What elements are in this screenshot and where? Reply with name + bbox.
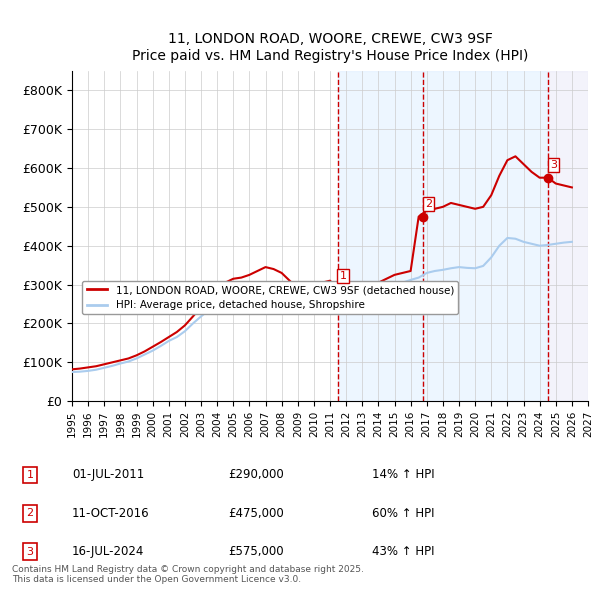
- Bar: [423, 71, 548, 401]
- Text: £475,000: £475,000: [228, 507, 284, 520]
- Text: 2: 2: [425, 199, 432, 209]
- Text: 14% ↑ HPI: 14% ↑ HPI: [372, 468, 434, 481]
- Text: 01-JUL-2011: 01-JUL-2011: [72, 468, 144, 481]
- Text: 2: 2: [26, 509, 34, 518]
- Legend: 11, LONDON ROAD, WOORE, CREWE, CW3 9SF (detached house), HPI: Average price, det: 11, LONDON ROAD, WOORE, CREWE, CW3 9SF (…: [82, 281, 458, 314]
- Text: 16-JUL-2024: 16-JUL-2024: [72, 545, 145, 558]
- Text: 43% ↑ HPI: 43% ↑ HPI: [372, 545, 434, 558]
- Text: 3: 3: [550, 160, 557, 170]
- Bar: [548, 71, 588, 401]
- Text: 11-OCT-2016: 11-OCT-2016: [72, 507, 149, 520]
- Title: 11, LONDON ROAD, WOORE, CREWE, CW3 9SF
Price paid vs. HM Land Registry's House P: 11, LONDON ROAD, WOORE, CREWE, CW3 9SF P…: [132, 32, 528, 63]
- Text: 1: 1: [340, 271, 347, 281]
- Text: £575,000: £575,000: [228, 545, 284, 558]
- Text: 3: 3: [26, 547, 34, 556]
- Bar: [338, 71, 423, 401]
- Text: 60% ↑ HPI: 60% ↑ HPI: [372, 507, 434, 520]
- Text: £290,000: £290,000: [228, 468, 284, 481]
- Text: 1: 1: [26, 470, 34, 480]
- Text: Contains HM Land Registry data © Crown copyright and database right 2025.
This d: Contains HM Land Registry data © Crown c…: [12, 565, 364, 584]
